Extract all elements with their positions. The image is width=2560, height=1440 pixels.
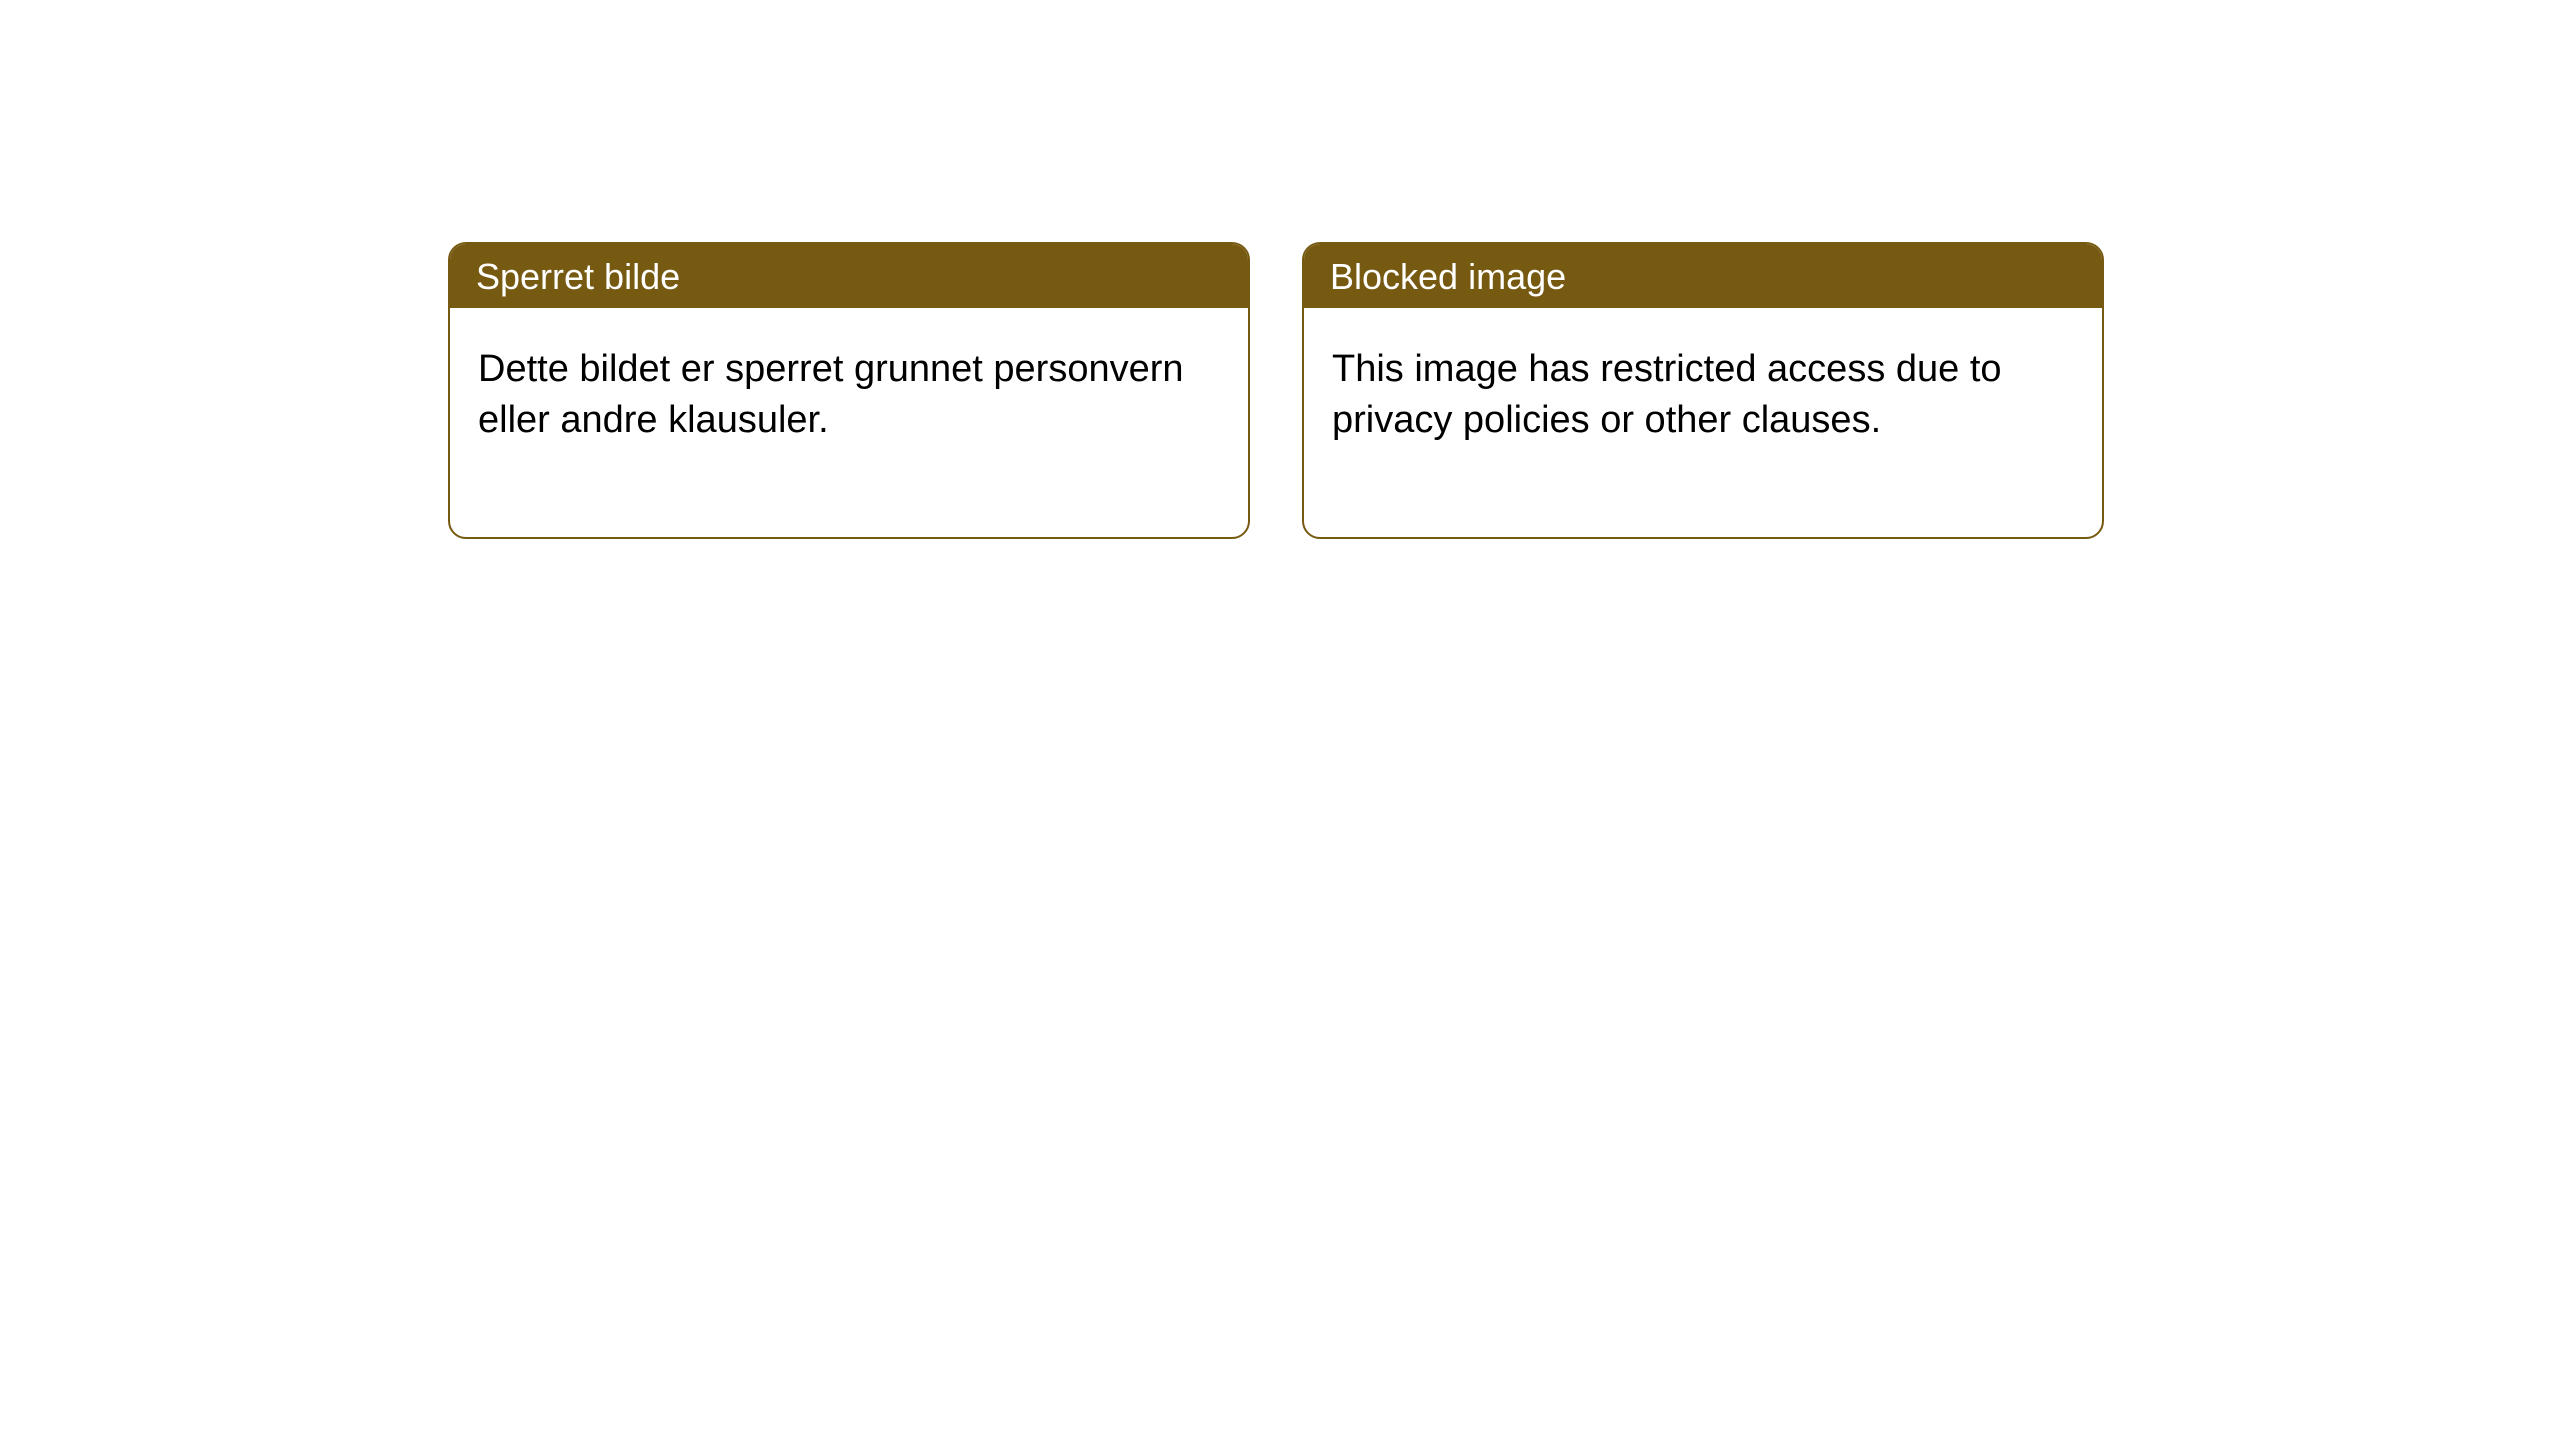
card-header: Sperret bilde	[450, 244, 1248, 308]
card-body: This image has restricted access due to …	[1304, 308, 2102, 537]
card-body-text: Dette bildet er sperret grunnet personve…	[478, 348, 1184, 441]
notice-card-norwegian: Sperret bilde Dette bildet er sperret gr…	[448, 242, 1250, 539]
card-body: Dette bildet er sperret grunnet personve…	[450, 308, 1248, 537]
card-title: Blocked image	[1330, 256, 1566, 297]
notice-cards-row: Sperret bilde Dette bildet er sperret gr…	[0, 0, 2560, 539]
card-header: Blocked image	[1304, 244, 2102, 308]
card-title: Sperret bilde	[476, 256, 680, 297]
card-body-text: This image has restricted access due to …	[1332, 348, 2002, 441]
notice-card-english: Blocked image This image has restricted …	[1302, 242, 2104, 539]
